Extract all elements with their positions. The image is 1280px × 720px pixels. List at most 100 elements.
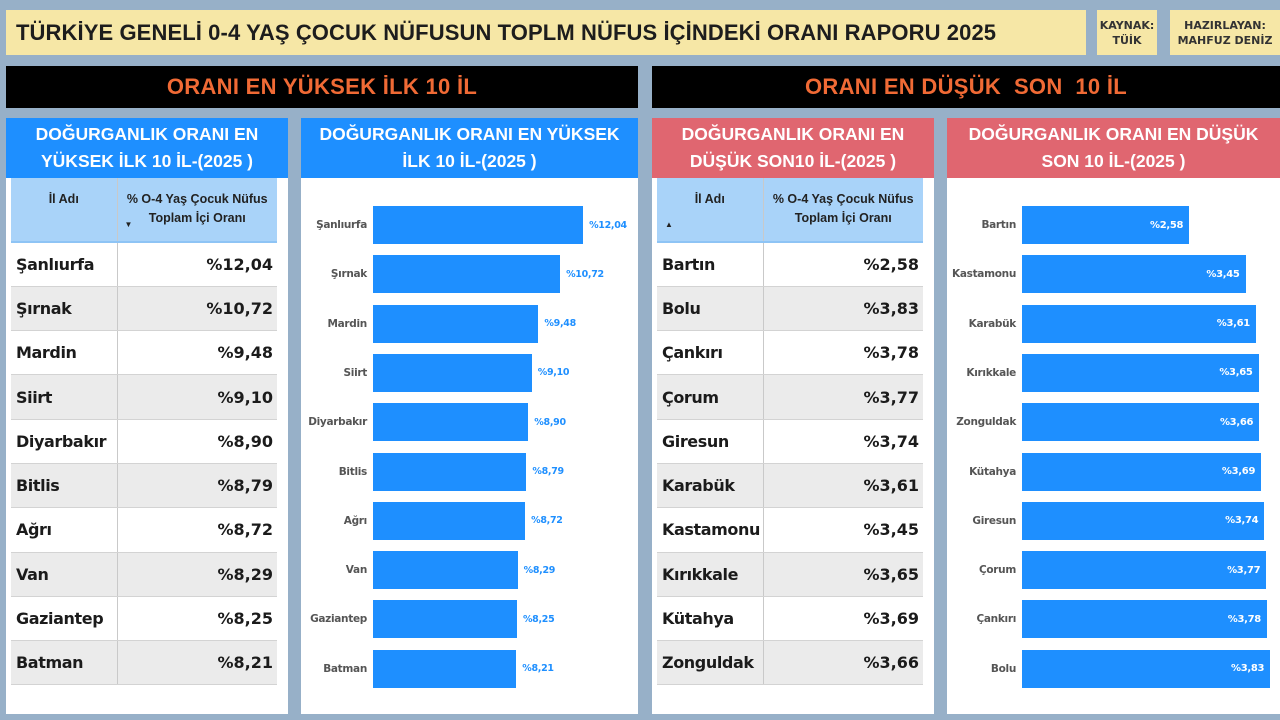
table-row[interactable]: Kütahya %3,69 [657,596,923,642]
bar-category-label: Siirt [343,366,368,379]
table-row[interactable]: Kastamonu %3,45 [657,507,923,553]
province-name: Batman [11,640,118,686]
column-header-province[interactable]: İl Adı ▲ [657,178,764,243]
bar[interactable] [373,551,518,590]
table-row[interactable]: Çorum %3,77 [657,374,923,420]
sort-ascending-icon[interactable]: ▲ [665,220,673,229]
table-row[interactable]: Van %8,29 [11,552,277,597]
bar-value-label: %8,29 [523,564,556,576]
ratio-value: %9,48 [117,330,277,376]
bar-category-label: Karabük [968,317,1017,330]
column-header-province[interactable]: İl Adı [11,178,118,243]
province-name: Mardin [11,330,118,376]
bar-row[interactable]: Diyarbakır %8,90 [301,403,638,442]
highest-chart-title: DOĞURGANLIK ORANI EN YÜKSEK İLK 10 İL-(2… [301,118,638,178]
bar[interactable] [373,304,539,343]
bar-category-label: Kütahya [969,465,1016,478]
province-name: Çorum [657,374,764,420]
table-row[interactable]: Karabük %3,61 [657,463,923,509]
bar[interactable]: %3,65 [1022,353,1259,392]
report-title: TÜRKİYE GENELİ 0-4 YAŞ ÇOCUK NÜFUSUN TOP… [16,19,997,45]
table-row[interactable]: Bartın %2,58 [657,242,923,287]
bar[interactable]: %3,69 [1022,452,1262,491]
province-name: Bolu [657,286,764,332]
bar[interactable] [373,255,561,294]
bar-row[interactable]: Bitlis %8,79 [301,452,638,491]
bar-row[interactable]: Çorum %3,77 [947,551,1280,590]
bar[interactable] [373,452,527,491]
table-row[interactable]: Bitlis %8,79 [11,463,277,509]
bar[interactable]: %3,77 [1022,551,1267,590]
bar[interactable]: %3,61 [1022,304,1256,343]
bar[interactable]: %3,45 [1022,255,1246,294]
province-name: Kırıkkale [657,552,764,597]
bar[interactable]: %3,78 [1022,600,1267,639]
bar-value-label: %8,21 [522,663,554,675]
bar-value-label: %8,25 [522,613,555,625]
table-row[interactable]: Ağrı %8,72 [11,507,277,553]
bar[interactable] [373,403,529,442]
table-row[interactable]: Siirt %9,10 [11,374,277,420]
section-header-highest: ORANI EN YÜKSEK İLK 10 İL [6,66,638,108]
bar-row[interactable]: Giresun %3,74 [947,501,1280,540]
bar-row[interactable]: Bolu %3,83 [947,649,1280,688]
bar-category-label: Çankırı [976,613,1016,626]
table-row[interactable]: Zonguldak %3,66 [657,640,923,686]
ratio-value: %3,77 [763,374,923,420]
bar-row[interactable]: Kırıkkale %3,65 [947,353,1280,392]
bar-category-label: Şanlıurfa [316,219,367,231]
table-row[interactable]: Mardin %9,48 [11,330,277,376]
bar[interactable]: %3,83 [1022,649,1271,688]
bar-row[interactable]: Şanlıurfa %12,04 [301,206,638,244]
bar[interactable] [373,206,584,244]
bar-row[interactable]: Kütahya %3,69 [947,452,1280,491]
bar-category-label: Bartın [981,219,1016,231]
bar-row[interactable]: Çankırı %3,78 [947,600,1280,639]
bar-category-label: Giresun [972,514,1016,527]
bar-row[interactable]: Şırnak %10,72 [301,255,638,294]
bar-category-label: Kastamonu [952,268,1016,281]
bar-row[interactable]: Gaziantep %8,25 [301,600,638,639]
highest-chart-panel: DOĞURGANLIK ORANI EN YÜKSEK İLK 10 İL-(2… [301,118,638,714]
sort-descending-icon[interactable]: ▼ [124,220,133,229]
bar-row[interactable]: Kastamonu %3,45 [947,255,1280,294]
ratio-value: %8,72 [117,507,277,553]
table-row[interactable]: Diyarbakır %8,90 [11,419,277,464]
bar-value-label: %3,65 [1219,367,1253,379]
bar-row[interactable]: Zonguldak %3,66 [947,403,1280,442]
table-row[interactable]: Kırıkkale %3,65 [657,552,923,597]
bar-value-label: %9,10 [537,367,570,379]
bar[interactable] [373,600,517,639]
bar-category-label: Ağrı [343,514,368,527]
table-row[interactable]: Bolu %3,83 [657,286,923,332]
bar[interactable]: %3,74 [1022,501,1265,540]
table-row[interactable]: Gaziantep %8,25 [11,596,277,642]
bar[interactable]: %3,66 [1022,403,1260,442]
table-row[interactable]: Giresun %3,74 [657,419,923,464]
bar-value-label: %10,72 [566,268,604,280]
bar-row[interactable]: Karabük %3,61 [947,304,1280,343]
bar[interactable] [373,649,517,688]
bar-row[interactable]: Batman %8,21 [301,649,638,688]
ratio-value: %3,69 [763,596,923,642]
bar-value-label: %8,72 [531,515,563,527]
bar[interactable] [373,353,532,392]
bar-value-label: %3,77 [1227,564,1261,576]
bar-row[interactable]: Mardin %9,48 [301,304,638,343]
bar-row[interactable]: Bartın %2,58 [947,206,1280,244]
ratio-value: %8,29 [117,552,277,597]
bar-row[interactable]: Ağrı %8,72 [301,501,638,540]
province-name: Giresun [657,419,764,464]
bar-value-label: %9,48 [544,318,576,330]
table-row[interactable]: Şırnak %10,72 [11,286,277,332]
table-row[interactable]: Şanlıurfa %12,04 [11,242,277,287]
bar[interactable] [373,501,526,540]
table-row[interactable]: Çankırı %3,78 [657,330,923,376]
column-header-ratio[interactable]: % O-4 Yaş Çocuk Nüfus Toplam İçi Oranı ▼ [117,178,277,243]
table-row[interactable]: Batman %8,21 [11,640,277,686]
bar[interactable]: %2,58 [1022,206,1190,244]
bar-row[interactable]: Van %8,29 [301,551,638,590]
column-header-ratio[interactable]: % O-4 Yaş Çocuk Nüfus Toplam İçi Oranı [763,178,923,243]
province-name: Siirt [11,374,118,420]
bar-row[interactable]: Siirt %9,10 [301,353,638,392]
